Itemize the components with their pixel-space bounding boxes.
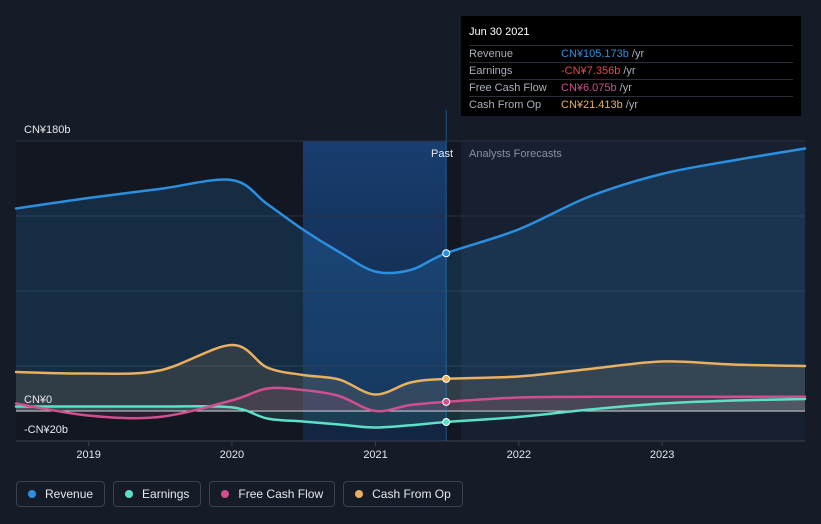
- tooltip-row-free-cash-flow: Free Cash Flow CN¥6.075b /yr: [469, 79, 793, 96]
- cash-from-op-line: [14, 343, 807, 396]
- y-tick-label-bottom: -CN¥20b: [24, 424, 68, 436]
- legend-item-free-cash-flow[interactable]: Free Cash Flow: [209, 481, 336, 507]
- revenue-marker: [442, 249, 451, 258]
- x-tick-label: 2021: [363, 449, 387, 461]
- cash-from-op-marker: [442, 374, 451, 383]
- earnings-area: [16, 399, 805, 428]
- series-lines: [14, 147, 807, 429]
- legend-label: Revenue: [45, 487, 94, 501]
- legend-label: Cash From Op: [372, 487, 451, 501]
- tooltip-unit: /yr: [625, 99, 639, 111]
- earnings-marker: [442, 418, 451, 427]
- x-tick-label: 2023: [650, 449, 674, 461]
- y-tick-label-top: CN¥180b: [24, 124, 70, 136]
- legend-item-revenue[interactable]: Revenue: [16, 481, 106, 507]
- x-axis-ticks: 2019 2020 2021 2022 2023: [76, 441, 674, 461]
- legend-label: Free Cash Flow: [238, 487, 324, 501]
- series-areas: [16, 148, 805, 428]
- x-tick-label: 2019: [76, 449, 100, 461]
- tooltip-value: CN¥6.075b: [561, 82, 617, 94]
- revenue-dot-icon: [28, 490, 36, 498]
- tooltip-row-cash-from-op: Cash From Op CN¥21.413b /yr: [469, 96, 793, 113]
- chart: CN¥180b CN¥0 -CN¥20b Past Analysts Forec…: [14, 110, 807, 461]
- tooltip-date: Jun 30 2021: [469, 26, 530, 38]
- free-cash-flow-line: [14, 386, 807, 420]
- legend: Revenue Earnings Free Cash Flow Cash Fro…: [16, 481, 463, 507]
- series-markers: [442, 249, 451, 427]
- tooltip-label: Revenue: [469, 48, 514, 60]
- earnings-dot-icon: [125, 490, 134, 498]
- legend-item-earnings[interactable]: Earnings: [113, 481, 202, 507]
- free-cash-flow-marker: [442, 397, 451, 406]
- tooltip-unit: /yr: [619, 82, 632, 94]
- revenue-line: [14, 147, 807, 275]
- data-tooltip: Jun 30 2021 Revenue CN¥105.173b /yr Earn…: [461, 16, 801, 116]
- past-label: Past: [431, 148, 453, 160]
- cash-from-op-dot-icon: [355, 490, 364, 498]
- tooltip-row-earnings: Earnings -CN¥7.356b /yr: [469, 62, 793, 79]
- tooltip-value: CN¥105.173b: [561, 48, 629, 60]
- tooltip-label: Free Cash Flow: [469, 82, 547, 94]
- x-tick-label: 2020: [220, 449, 244, 461]
- tooltip-label: Cash From Op: [469, 99, 542, 111]
- gridlines: [16, 140, 805, 442]
- free-cash-flow-dot-icon: [221, 490, 230, 498]
- tooltip-value: CN¥21.413b: [561, 99, 623, 111]
- free-cash-flow-area: [16, 387, 805, 419]
- tooltip-row-revenue: Revenue CN¥105.173b /yr: [469, 45, 793, 62]
- legend-label: Earnings: [142, 487, 190, 501]
- tooltip-unit: /yr: [623, 65, 636, 77]
- x-tick-label: 2022: [507, 449, 531, 461]
- tooltip-value: -CN¥7.356b: [561, 65, 621, 77]
- cash-from-op-area: [16, 344, 805, 411]
- tooltip-label: Earnings: [469, 65, 513, 77]
- revenue-area: [16, 148, 805, 411]
- legend-item-cash-from-op[interactable]: Cash From Op: [343, 481, 463, 507]
- earnings-line: [14, 397, 807, 429]
- tooltip-unit: /yr: [631, 48, 645, 60]
- y-tick-label-zero: CN¥0: [24, 394, 52, 406]
- forecast-label: Analysts Forecasts: [469, 148, 562, 160]
